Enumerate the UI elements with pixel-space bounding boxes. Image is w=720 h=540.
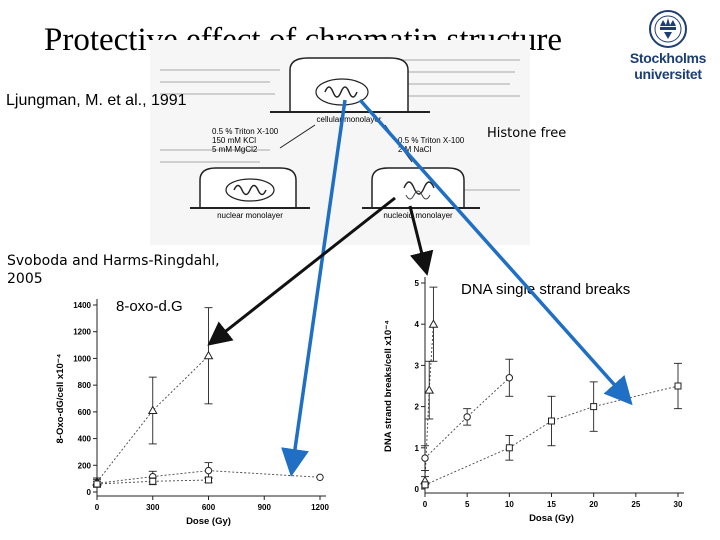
left-conditions: 0.5 % Triton X-100 150 mM KCl 5 mM MgCl2 bbox=[212, 127, 279, 154]
chart1-y-tick-label: 600 bbox=[78, 408, 92, 417]
chart2-series-line bbox=[424, 385, 679, 486]
ssb-label: DNA single strand breaks bbox=[461, 281, 631, 298]
chart1-y-tick-label: 200 bbox=[78, 461, 92, 470]
chart1-x-tick-label: 300 bbox=[146, 503, 160, 512]
chart1-x-tick-label: 900 bbox=[258, 503, 272, 512]
chart2-x-tick-label: 20 bbox=[589, 500, 598, 509]
chart2-point-circle bbox=[421, 454, 429, 462]
chart2-point-square bbox=[674, 382, 682, 390]
chart1-y-tick-label: 1200 bbox=[73, 328, 91, 337]
chart2-point-square bbox=[590, 403, 598, 411]
chart1-series-line bbox=[96, 479, 209, 485]
chart1-y-tick-label: 0 bbox=[87, 488, 92, 497]
chart1-x-axis-label: Dose (Gy) bbox=[186, 516, 231, 527]
cellular-label: cellular monolayer bbox=[317, 115, 382, 124]
chart1-point-square bbox=[205, 476, 212, 484]
chart2-point-circle bbox=[505, 374, 514, 382]
chart1-series-line bbox=[96, 470, 321, 484]
chart2-point-circle bbox=[463, 413, 471, 421]
chart2-y-tick-label: 1 bbox=[415, 444, 420, 453]
chart1-point-triangle bbox=[203, 350, 214, 360]
chart2-x-tick-label: 5 bbox=[465, 500, 470, 509]
chart1-x-tick-label: 600 bbox=[202, 503, 216, 512]
chart2-y-tick-label: 2 bbox=[415, 403, 420, 412]
chart2-x-tick-label: 25 bbox=[631, 500, 640, 509]
chart2-y-tick-label: 4 bbox=[415, 320, 420, 329]
chart2-point-square bbox=[548, 417, 555, 425]
crown-seal-icon bbox=[649, 10, 687, 48]
chart1-y-tick-label: 400 bbox=[78, 435, 92, 444]
chart1-point-square bbox=[93, 480, 101, 488]
logo-line-2: universitet bbox=[634, 66, 702, 82]
oxo-dg-label: 8-oxo-d.G bbox=[116, 298, 183, 315]
author-citation: Ljungman, M. et al., 1991 bbox=[6, 92, 187, 109]
left-condition-1: 0.5 % Triton X-100 bbox=[212, 127, 279, 136]
chart2-point-triangle bbox=[424, 385, 435, 394]
chart1-x-tick-label: 0 bbox=[95, 503, 100, 512]
chart1-y-tick-label: 1400 bbox=[73, 301, 91, 310]
cellular-cell: cellular monolayer bbox=[270, 57, 430, 124]
left-condition-3: 5 mM MgCl2 bbox=[212, 145, 258, 154]
chart2-y-tick-label: 0 bbox=[415, 485, 420, 494]
chart1-point-circle bbox=[204, 466, 213, 475]
chart2-point-square bbox=[505, 444, 513, 452]
background-text-lines bbox=[160, 59, 520, 191]
chart2-y-tick-label: 3 bbox=[415, 361, 420, 370]
chart1-y-tick-label: 800 bbox=[78, 381, 92, 390]
chart2-series-circle bbox=[421, 358, 514, 471]
chart1-y-tick-label: 1000 bbox=[73, 354, 91, 363]
logo-line-1: Stockholms bbox=[629, 50, 707, 66]
svoboda-line-1: Svoboda and Harms-Ringdahl, bbox=[7, 253, 220, 269]
chart2-point-square bbox=[421, 481, 429, 489]
chart2-x-tick-label: 15 bbox=[547, 500, 556, 509]
chart2-x-tick-label: 10 bbox=[505, 500, 514, 509]
chart2-series-square bbox=[421, 362, 682, 489]
chart2-y-axis-label: DNA strand breaks/cell x10⁻⁴ bbox=[383, 320, 394, 452]
svoboda-line-2: 2005 bbox=[7, 271, 43, 287]
university-logo: Stockholms universitet bbox=[622, 8, 714, 88]
chart1-series-square bbox=[93, 476, 213, 488]
chart2-y-tick-label: 5 bbox=[415, 279, 420, 288]
chart1-point-triangle bbox=[147, 405, 158, 415]
chart1-point-square bbox=[149, 477, 157, 485]
svoboda-citation: Svoboda and Harms-Ringdahl, 2005 bbox=[7, 252, 220, 288]
chart2-x-tick-label: 30 bbox=[674, 500, 683, 509]
chart1-y-axis-label: 8-Oxo-dG/cell x10⁻⁴ bbox=[55, 353, 66, 443]
chart2-point-triangle bbox=[428, 319, 439, 328]
chart2-x-axis-label: Dosa (Gy) bbox=[529, 513, 574, 524]
chart1-x-tick-label: 1200 bbox=[311, 503, 329, 512]
chart2-x-tick-label: 0 bbox=[423, 500, 428, 509]
left-condition-2: 150 mM KCl bbox=[212, 136, 256, 145]
chart1-point-circle bbox=[316, 473, 324, 482]
